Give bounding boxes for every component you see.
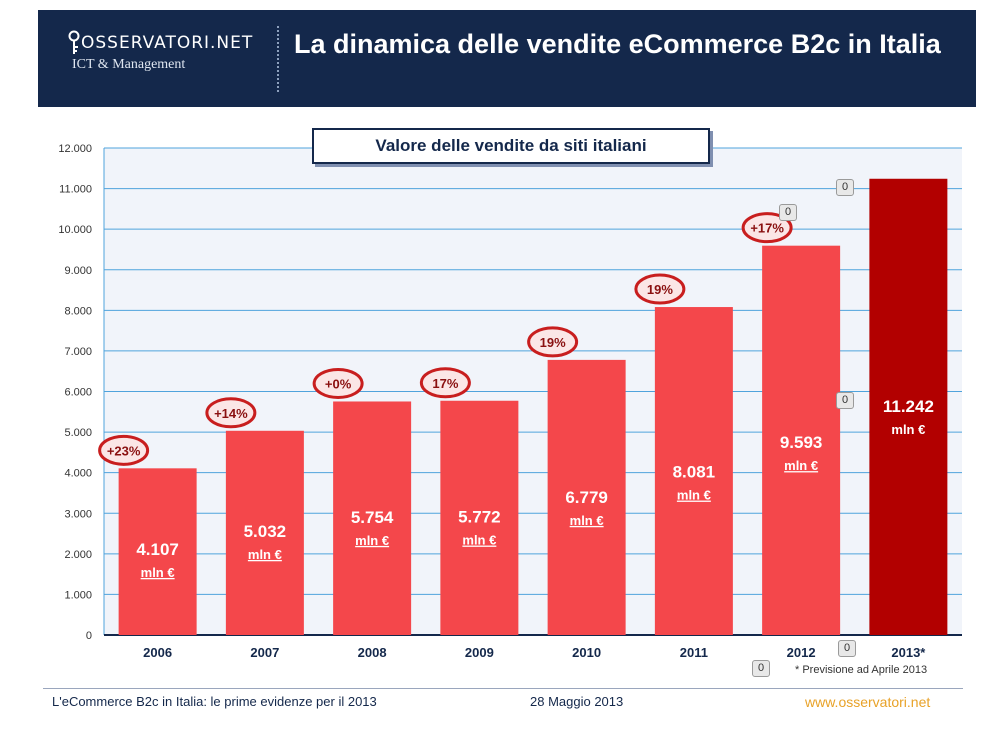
header-banner: OSSERVATORI.NET ICT & Management La dina… — [38, 10, 976, 107]
osservatori-logo[interactable]: OSSERVATORI.NET ICT & Management — [68, 30, 253, 73]
bar-value-label: 6.779 — [565, 488, 608, 507]
footer-divider — [43, 688, 963, 689]
y-tick-label: 5.000 — [64, 427, 92, 439]
y-tick-label: 1.000 — [64, 589, 92, 601]
bar-unit-label: mln € — [248, 547, 282, 562]
growth-bubble — [634, 273, 686, 305]
flag-badge[interactable]: 0 — [838, 640, 856, 657]
flag-badge[interactable]: 0 — [779, 204, 797, 221]
bar-value-label: 9.593 — [780, 433, 823, 452]
bar-value-label: 5.772 — [458, 508, 501, 527]
y-tick-label: 7.000 — [64, 346, 92, 358]
y-tick-label: 0 — [86, 630, 92, 642]
bar-unit-label: mln € — [570, 513, 604, 528]
y-tick-label: 4.000 — [64, 468, 92, 480]
chart-title: Valore delle vendite da siti italiani — [312, 128, 710, 164]
page-title: La dinamica delle vendite eCommerce B2c … — [294, 29, 941, 59]
footer-date: 28 Maggio 2013 — [530, 694, 624, 709]
growth-bubble — [527, 326, 579, 358]
growth-label: 17% — [432, 376, 458, 391]
y-tick-label: 12.000 — [58, 143, 92, 155]
bar-value-label: 11.242 — [883, 397, 934, 416]
footer-link[interactable]: www.osservatori.net — [805, 694, 931, 710]
y-tick-label: 11.000 — [59, 184, 92, 196]
footer-caption: L'eCommerce B2c in Italia: le prime evid… — [52, 694, 377, 709]
bar-unit-label: mln € — [784, 458, 818, 473]
growth-label: +14% — [214, 406, 248, 421]
y-tick-label: 3.000 — [64, 508, 92, 520]
y-tick-label: 2.000 — [64, 549, 92, 561]
y-tick-label: 6.000 — [64, 387, 92, 399]
bar-unit-label: mln € — [891, 422, 925, 437]
bar-value-label: 4.107 — [136, 540, 179, 559]
bar — [118, 468, 197, 635]
bar-unit-label: mln € — [141, 565, 175, 580]
growth-bubble — [419, 367, 471, 399]
flag-badge[interactable]: 0 — [752, 660, 770, 677]
bar — [440, 400, 519, 635]
header-divider — [277, 26, 279, 92]
growth-label: +23% — [107, 443, 141, 458]
bar — [762, 245, 841, 635]
growth-bubble — [312, 367, 364, 399]
x-tick-label: 2007 — [250, 645, 279, 660]
x-tick-label: 2008 — [358, 645, 387, 660]
x-tick-label: 2009 — [465, 645, 494, 660]
x-tick-label: 2012 — [787, 645, 816, 660]
bar — [654, 307, 733, 635]
bar-unit-label: mln € — [462, 533, 496, 548]
forecast-footnote: * Previsione ad Aprile 2013 — [795, 664, 928, 676]
growth-label: +0% — [325, 376, 352, 391]
growth-bubble — [205, 397, 257, 429]
bar — [225, 430, 304, 635]
x-tick-label: 2011 — [680, 645, 708, 660]
flag-badge[interactable]: 0 — [836, 179, 854, 196]
bar-value-label: 8.081 — [673, 463, 716, 482]
y-tick-label: 10.000 — [58, 224, 92, 236]
logo-name: OSSERVATORI.NET — [81, 33, 254, 53]
y-tick-label: 8.000 — [64, 305, 92, 317]
logo-tagline: ICT & Management — [72, 57, 186, 72]
bar — [547, 359, 626, 635]
growth-label: 19% — [540, 335, 566, 350]
growth-bubble — [98, 434, 150, 466]
bar-value-label: 5.754 — [351, 508, 394, 527]
growth-bubble — [741, 212, 793, 244]
flag-badge[interactable]: 0 — [836, 392, 854, 409]
bar — [869, 178, 948, 636]
y-tick-label: 9.000 — [64, 265, 92, 277]
growth-label: 19% — [647, 282, 673, 297]
key-icon — [68, 30, 80, 54]
x-tick-label: 2010 — [572, 645, 601, 660]
bar-unit-label: mln € — [355, 533, 389, 548]
bar — [333, 401, 412, 635]
bar-value-label: 5.032 — [244, 522, 287, 541]
growth-label: +17% — [750, 221, 784, 236]
x-tick-label: 2006 — [143, 645, 172, 660]
bar-unit-label: mln € — [677, 488, 711, 503]
x-tick-label: 2013* — [891, 645, 926, 660]
